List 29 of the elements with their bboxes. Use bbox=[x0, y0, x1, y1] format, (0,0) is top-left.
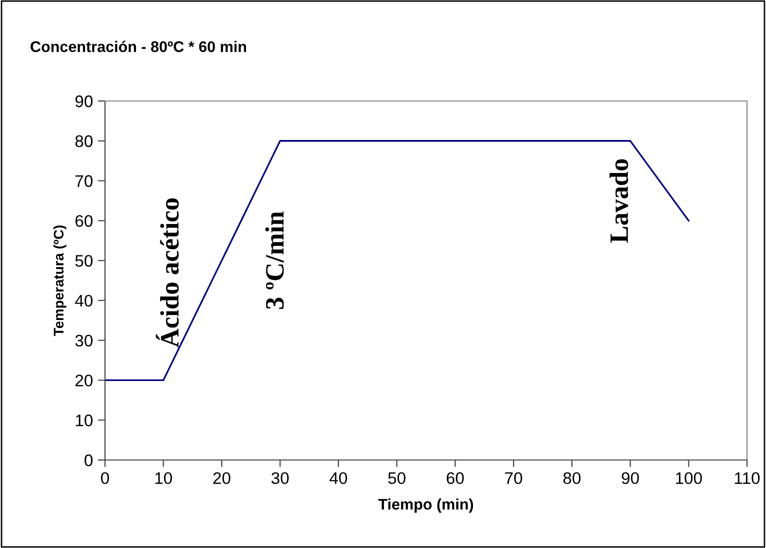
annotation: Ácido acético bbox=[156, 198, 179, 348]
x-tick-label: 10 bbox=[155, 472, 172, 484]
chart-title: Concentración - 80ºC * 60 min bbox=[30, 40, 246, 52]
x-tick-label: 110 bbox=[734, 472, 760, 484]
y-tick-label: 50 bbox=[75, 254, 93, 267]
x-axis-title: Tiempo (min) bbox=[378, 498, 474, 513]
x-tick-label: 30 bbox=[271, 472, 289, 484]
x-tick-label: 0 bbox=[101, 472, 109, 484]
y-tick-label: 40 bbox=[75, 294, 93, 307]
x-tick-label: 80 bbox=[563, 472, 581, 484]
y-tick-label: 80 bbox=[75, 135, 93, 148]
y-tick-label: 90 bbox=[75, 95, 93, 108]
y-tick-label: 60 bbox=[76, 215, 93, 227]
line-series bbox=[105, 140, 690, 382]
x-tick-label: 70 bbox=[505, 472, 522, 484]
y-tick-label: 10 bbox=[76, 414, 93, 426]
x-tick-label: 90 bbox=[622, 472, 639, 484]
x-tick-label: 50 bbox=[388, 472, 406, 484]
y-tick-label: 30 bbox=[75, 334, 93, 347]
x-tick-label: 100 bbox=[676, 472, 702, 484]
annotation: Lavado bbox=[610, 159, 628, 243]
annotation: 3 ºC/min bbox=[265, 212, 284, 309]
y-tick-label: 20 bbox=[75, 374, 93, 386]
y-axis-title: Temperatura (ºC) bbox=[53, 226, 66, 336]
x-tick-label: 60 bbox=[446, 472, 464, 484]
y-tick-label: 70 bbox=[76, 175, 93, 187]
y-tick-label: 0 bbox=[84, 454, 93, 466]
x-tick-label: 20 bbox=[213, 472, 230, 484]
x-tick-label: 40 bbox=[330, 472, 348, 484]
